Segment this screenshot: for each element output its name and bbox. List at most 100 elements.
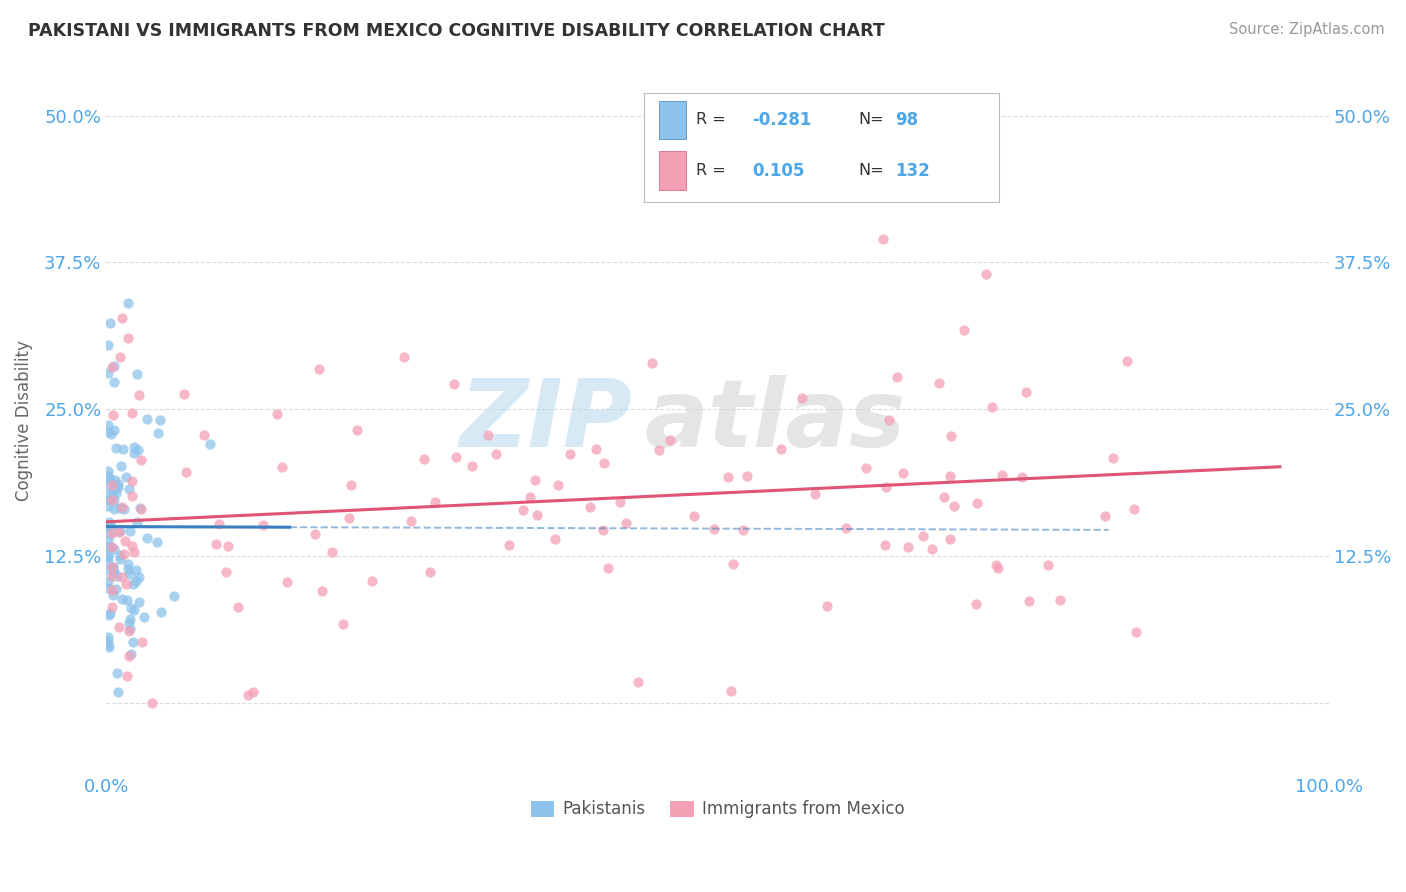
Point <box>101 582 124 597</box>
Point <box>97 492 120 507</box>
Point <box>974 267 997 281</box>
Point <box>108 548 131 562</box>
Text: PAKISTANI VS IMMIGRANTS FROM MEXICO COGNITIVE DISABILITY CORRELATION CHART: PAKISTANI VS IMMIGRANTS FROM MEXICO COGN… <box>28 22 884 40</box>
Point <box>98 527 121 541</box>
Point <box>242 685 264 699</box>
Point <box>103 359 125 373</box>
Point <box>118 622 141 636</box>
Point <box>394 350 416 364</box>
Point <box>984 558 1007 572</box>
Point <box>578 500 600 515</box>
Point <box>939 533 962 547</box>
Point <box>174 465 197 479</box>
Point <box>127 442 149 457</box>
Point <box>932 490 955 504</box>
Y-axis label: Cognitive Disability: Cognitive Disability <box>15 341 32 501</box>
Point <box>560 447 582 461</box>
Point <box>97 499 120 513</box>
Point <box>117 615 139 630</box>
Point <box>270 459 292 474</box>
Point <box>146 535 169 549</box>
Point <box>939 429 962 443</box>
Point <box>105 442 128 456</box>
Point <box>136 411 159 425</box>
Point <box>928 376 950 391</box>
Point <box>128 570 150 584</box>
Point <box>118 524 141 538</box>
Point <box>1049 592 1071 607</box>
Point <box>304 526 326 541</box>
Point <box>100 488 122 502</box>
Text: 0.105: 0.105 <box>752 161 804 179</box>
Point <box>498 538 520 552</box>
Point <box>614 516 637 530</box>
Point <box>703 522 725 536</box>
Point <box>131 635 153 649</box>
Point <box>339 478 361 492</box>
Point <box>129 500 152 515</box>
Point <box>117 482 139 496</box>
Point <box>97 520 120 534</box>
Legend: Pakistanis, Immigrants from Mexico: Pakistanis, Immigrants from Mexico <box>524 794 911 825</box>
Point <box>425 494 447 508</box>
Point <box>337 511 360 525</box>
Point <box>97 540 120 554</box>
Point <box>97 469 120 483</box>
Point <box>413 452 436 467</box>
Point <box>101 569 124 583</box>
Point <box>98 539 121 553</box>
Point <box>117 562 139 576</box>
Point <box>101 588 124 602</box>
Point <box>939 468 962 483</box>
Point <box>124 545 146 559</box>
Point <box>97 464 120 478</box>
Point <box>193 427 215 442</box>
Point <box>122 603 145 617</box>
Point <box>101 560 124 574</box>
Point <box>118 612 141 626</box>
Point <box>111 500 134 514</box>
Bar <box>659 101 686 139</box>
Point <box>266 407 288 421</box>
Point <box>205 537 228 551</box>
Point <box>124 574 146 588</box>
Point <box>682 161 704 176</box>
Point <box>120 647 142 661</box>
Point <box>114 533 136 548</box>
Point <box>1094 508 1116 523</box>
Point <box>592 523 614 537</box>
Point <box>217 539 239 553</box>
Point <box>101 559 124 574</box>
Point <box>117 593 139 607</box>
Point <box>108 552 131 566</box>
Point <box>121 406 143 420</box>
Point <box>122 440 145 454</box>
Point <box>111 592 134 607</box>
Point <box>117 296 139 310</box>
Point <box>1018 594 1040 608</box>
Text: ZIP: ZIP <box>460 375 631 467</box>
Point <box>128 594 150 608</box>
Point <box>103 502 125 516</box>
Point <box>149 605 172 619</box>
Point <box>252 518 274 533</box>
Point <box>627 674 650 689</box>
Point <box>107 481 129 495</box>
Point <box>101 560 124 574</box>
Point <box>875 479 897 493</box>
Point <box>543 532 565 546</box>
Point <box>804 486 827 500</box>
Point <box>141 696 163 710</box>
Point <box>118 567 141 582</box>
Point <box>523 473 546 487</box>
Point <box>105 665 128 680</box>
Point <box>163 590 186 604</box>
Point <box>110 501 132 516</box>
Point <box>477 428 499 442</box>
Point <box>101 359 124 374</box>
Point <box>943 499 966 513</box>
Point <box>399 514 422 528</box>
Point <box>346 423 368 437</box>
Point <box>112 502 135 516</box>
Point <box>877 413 900 427</box>
